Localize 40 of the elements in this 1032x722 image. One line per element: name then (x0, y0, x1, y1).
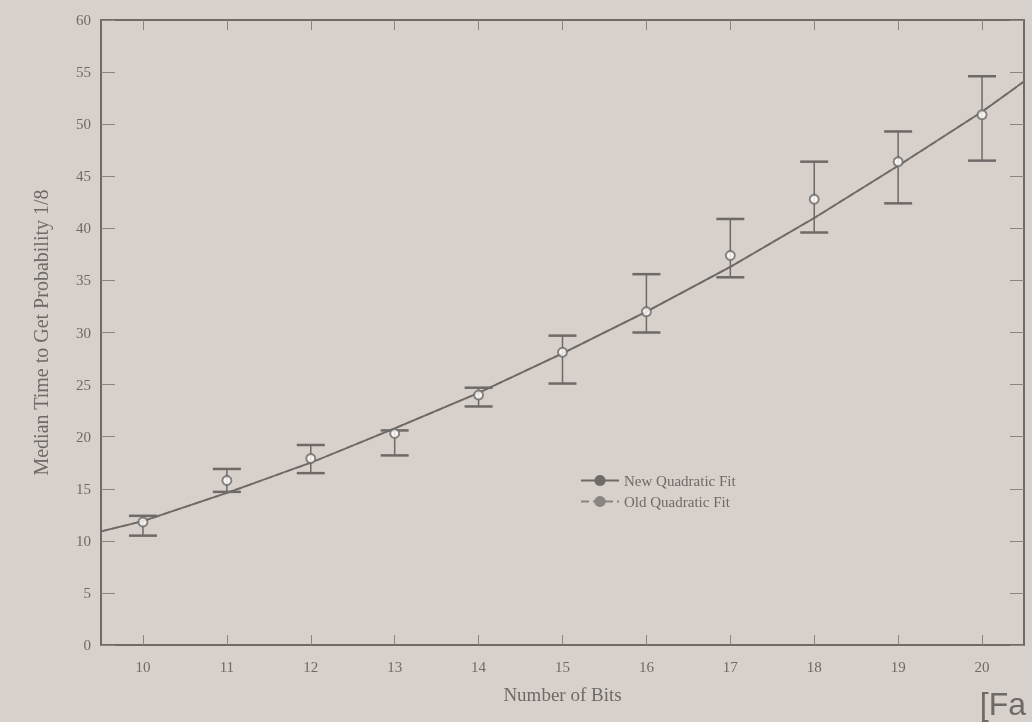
x-axis-title: Number of Bits (503, 684, 622, 705)
y-tick-label: 60 (76, 12, 91, 28)
y-tick-label: 50 (76, 116, 91, 133)
x-tick-label: 18 (806, 658, 822, 675)
x-tick-label: 19 (890, 658, 906, 675)
point (640, 306, 652, 318)
y-tick-label: 5 (83, 584, 91, 601)
point (976, 109, 988, 121)
y-tick-label: 45 (76, 168, 91, 185)
y-tick-label: 0 (83, 637, 91, 653)
y-tick-label: 40 (76, 220, 91, 237)
point (808, 193, 820, 205)
point (473, 389, 485, 401)
legend-label: New Quadratic Fit (624, 472, 737, 489)
x-tick-label: 13 (387, 658, 403, 675)
point (557, 346, 568, 358)
x-tick-label: 15 (555, 658, 570, 675)
y-axis-title: Median Time to Get Probability 1/8 (30, 189, 53, 476)
point (221, 474, 233, 486)
y-tick-label: 55 (76, 64, 91, 81)
point (137, 516, 149, 528)
x-tick-label: 17 (722, 658, 739, 675)
y-tick-label: 35 (76, 272, 91, 289)
y-tick-label: 25 (76, 376, 91, 393)
x-tick-label: 14 (471, 658, 487, 675)
text: [Fa (979, 686, 1027, 722)
point (389, 428, 401, 440)
y-tick-label: 30 (76, 324, 91, 341)
y-tick-label: 15 (76, 480, 91, 497)
x-tick-label: 20 (974, 658, 990, 675)
x-tick-label: 12 (303, 658, 319, 675)
point (724, 249, 736, 261)
y-tick-label: 10 (76, 532, 91, 549)
x-tick-label: 11 (219, 658, 235, 675)
x-tick-label: 16 (638, 658, 655, 675)
y-tick-label: 20 (76, 428, 91, 445)
point (892, 156, 904, 168)
legend-label: Old Quadratic Fit (624, 493, 731, 510)
point (305, 453, 317, 465)
x-tick-label: 10 (135, 658, 151, 675)
